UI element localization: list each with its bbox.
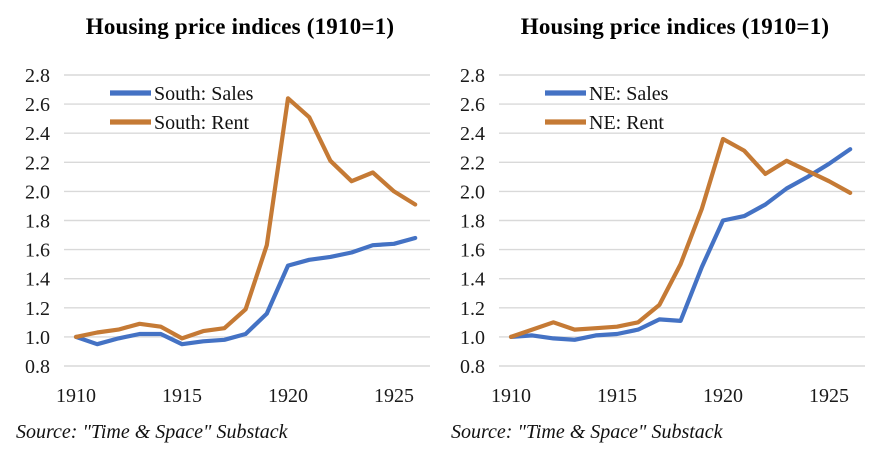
south-chart-plot: 2.8 2.6 2.4 2.2 2.0 1.8 1.6 1.4 1.2 1.0 0.8 1910 191… bbox=[25, 65, 430, 407]
y-tick-label: 2.4 bbox=[25, 123, 50, 145]
chart-title-south: Housing price indices (1910=1) bbox=[85, 14, 395, 39]
x-tick-label: 1920 bbox=[703, 385, 743, 407]
x-tick-label: 1925 bbox=[374, 385, 414, 407]
y-tick-label: 2.6 bbox=[25, 94, 50, 116]
legend-label-south-rent: South: Rent bbox=[154, 112, 249, 134]
ne-chart-plot: 2.8 2.6 2.4 2.2 2.0 1.8 1.6 1.4 1.2 1.0 0.8 1910 191… bbox=[460, 65, 865, 407]
source-note-ne: Source: "Time & Space" Substack bbox=[451, 421, 723, 443]
x-tick-label: 1910 bbox=[56, 385, 96, 407]
legend-label-south-sales: South: Sales bbox=[154, 83, 254, 105]
legend-label-ne-rent: NE: Rent bbox=[589, 112, 664, 134]
x-tick-label: 1925 bbox=[809, 385, 849, 407]
y-tick-label: 2.2 bbox=[25, 152, 50, 174]
x-tick-label: 1910 bbox=[491, 385, 531, 407]
y-tick-label: 1.8 bbox=[25, 211, 50, 233]
x-tick-label: 1920 bbox=[268, 385, 308, 407]
y-tick-label: 2.8 bbox=[25, 65, 50, 87]
legend-label-ne-sales: NE: Sales bbox=[589, 83, 669, 105]
x-tick-label: 1915 bbox=[597, 385, 637, 407]
y-tick-label: 1.2 bbox=[25, 298, 50, 320]
x-tick-label: 1915 bbox=[162, 385, 202, 407]
y-tick-label: 0.8 bbox=[25, 356, 50, 378]
y-tick-label: 0.8 bbox=[460, 356, 485, 378]
y-tick-label: 2.2 bbox=[460, 152, 485, 174]
series-line-south-rent bbox=[73, 96, 418, 341]
y-tick-label: 1.6 bbox=[460, 240, 485, 262]
series-line-ne-sales bbox=[508, 147, 853, 342]
y-tick-label: 1.2 bbox=[460, 298, 485, 320]
y-tick-label: 2.0 bbox=[460, 181, 485, 203]
source-note-south: Source: "Time & Space" Substack bbox=[16, 421, 288, 443]
series-line-ne-rent bbox=[508, 136, 853, 339]
series-line-south-sales bbox=[73, 235, 418, 347]
chart-panel-south: Housing price indices (1910=1) 2.8 2.6 2.4… bbox=[0, 0, 434, 459]
y-tick-label: 1.4 bbox=[25, 269, 50, 291]
y-tick-label: 2.6 bbox=[460, 94, 485, 116]
chart-title-ne: Housing price indices (1910=1) bbox=[520, 14, 830, 39]
y-tick-label: 1.6 bbox=[25, 240, 50, 262]
y-tick-label: 2.4 bbox=[460, 123, 485, 145]
y-tick-label: 1.8 bbox=[460, 211, 485, 233]
y-tick-label: 2.8 bbox=[460, 65, 485, 87]
y-tick-label: 1.4 bbox=[460, 269, 485, 291]
chart-panel-ne: Housing price indices (1910=1) 2.8 2.6 2.4… bbox=[435, 0, 869, 459]
y-tick-label: 1.0 bbox=[25, 327, 50, 349]
y-tick-label: 2.0 bbox=[25, 181, 50, 203]
y-tick-label: 1.0 bbox=[460, 327, 485, 349]
